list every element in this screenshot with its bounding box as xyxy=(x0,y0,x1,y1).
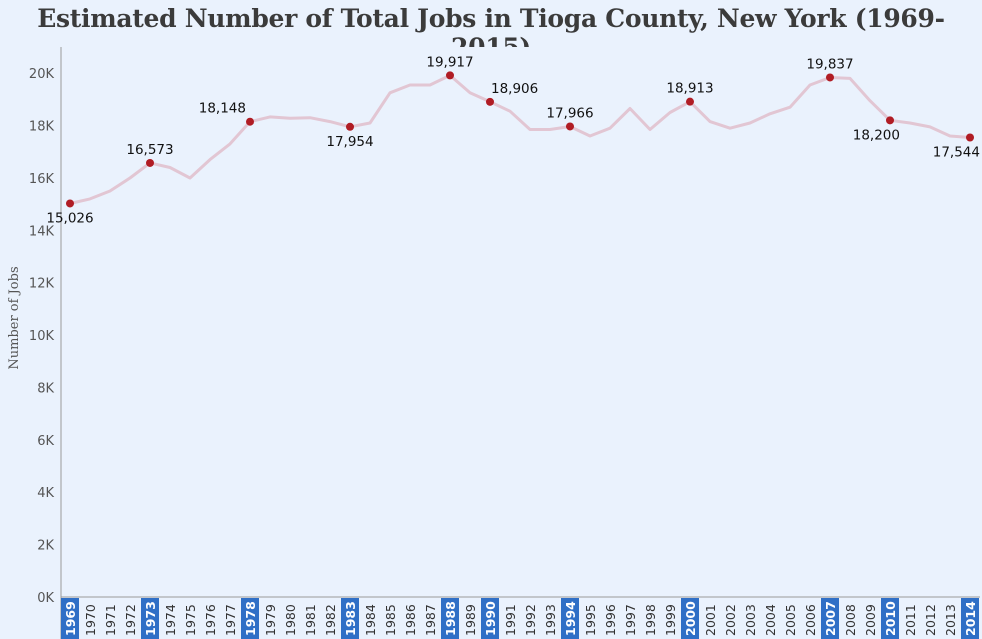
x-tick-label: 1975 xyxy=(183,604,198,636)
x-tick-label: 1992 xyxy=(523,604,538,636)
x-tick-highlight xyxy=(441,598,459,639)
y-tick-label: 6K xyxy=(37,434,54,449)
data-point-marker xyxy=(66,199,74,208)
x-tick-label: 1988 xyxy=(443,601,458,636)
y-tick-label: 0K xyxy=(37,591,54,606)
x-tick-label: 2006 xyxy=(803,604,818,636)
x-tick-label: 1989 xyxy=(463,604,478,636)
x-tick-label: 2007 xyxy=(823,601,838,636)
x-tick-label: 2012 xyxy=(923,604,938,636)
x-tick-label: 1982 xyxy=(323,604,338,636)
y-tick-label: 10K xyxy=(29,329,55,344)
x-tick-label: 1999 xyxy=(663,604,678,636)
y-tick-label: 8K xyxy=(37,381,54,396)
x-tick-label: 1976 xyxy=(203,604,218,636)
x-tick-label: 1993 xyxy=(543,604,558,636)
y-tick-label: 14K xyxy=(29,224,55,239)
x-tick-highlight xyxy=(481,598,499,639)
x-tick-label: 2010 xyxy=(883,601,898,636)
data-label: 18,913 xyxy=(666,81,713,97)
x-tick-label: 1984 xyxy=(363,604,378,636)
x-tick-label: 1996 xyxy=(603,604,618,636)
axes xyxy=(60,47,980,639)
y-tick-label: 4K xyxy=(37,486,54,501)
x-tick-label: 1970 xyxy=(83,604,98,636)
data-label: 17,954 xyxy=(326,134,373,150)
x-tick-label: 2003 xyxy=(743,604,758,636)
x-tick-label: 2013 xyxy=(943,604,958,636)
y-tick-label: 20K xyxy=(29,67,55,82)
x-tick-highlight xyxy=(681,598,699,639)
y-tick-label: 2K xyxy=(37,539,54,554)
x-tick-highlight xyxy=(61,598,79,639)
data-label: 18,200 xyxy=(853,127,900,143)
data-label: 18,906 xyxy=(491,81,538,97)
x-tick-label: 2000 xyxy=(683,601,698,636)
data-point-marker xyxy=(566,122,574,131)
x-tick-label: 1979 xyxy=(263,604,278,636)
x-tick-label: 1974 xyxy=(163,604,178,636)
x-tick-label: 1980 xyxy=(283,604,298,636)
x-tick-label: 2011 xyxy=(903,604,918,636)
x-tick-label: 1977 xyxy=(223,604,238,636)
data-point-marker xyxy=(146,158,154,167)
x-tick-highlight xyxy=(561,598,579,639)
x-tick-highlight xyxy=(881,598,899,639)
data-point-marker xyxy=(246,117,254,126)
x-tick-label: 1985 xyxy=(383,604,398,636)
x-tick-label: 1994 xyxy=(563,601,578,636)
x-tick-label: 1981 xyxy=(303,604,318,636)
x-tick-label: 2002 xyxy=(723,604,738,636)
x-tick-label: 1986 xyxy=(403,604,418,636)
x-tick-label: 2009 xyxy=(863,604,878,636)
x-tick-label: 1973 xyxy=(143,601,158,636)
data-label: 16,573 xyxy=(126,142,173,158)
y-tick-label: 18K xyxy=(29,120,55,135)
x-tick-label: 1978 xyxy=(243,601,258,636)
x-tick-label: 2014 xyxy=(963,601,978,636)
data-label: 17,966 xyxy=(546,105,593,121)
x-tick-label: 1997 xyxy=(623,604,638,636)
x-tick-label: 1998 xyxy=(643,604,658,636)
data-label: 17,544 xyxy=(933,145,980,161)
x-tick-label: 2005 xyxy=(783,604,798,636)
data-point-marker xyxy=(446,71,454,80)
data-label: 19,837 xyxy=(806,56,853,72)
x-tick-highlight xyxy=(961,598,979,639)
x-tick-label: 1969 xyxy=(63,601,78,636)
y-tick-label: 16K xyxy=(29,172,55,187)
data-point-marker xyxy=(686,97,694,106)
x-tick-label: 1987 xyxy=(423,604,438,636)
x-tick-label: 2004 xyxy=(763,604,778,636)
x-tick-label: 1995 xyxy=(583,604,598,636)
data-point-marker xyxy=(346,122,354,131)
x-tick-label: 1990 xyxy=(483,601,498,636)
x-tick-label: 1971 xyxy=(103,604,118,636)
data-point-marker xyxy=(486,97,494,106)
x-tick-highlight xyxy=(341,598,359,639)
x-tick-label: 1983 xyxy=(343,601,358,636)
data-label: 18,148 xyxy=(199,101,246,117)
series-line xyxy=(69,73,971,205)
x-tick-label: 2001 xyxy=(703,604,718,636)
x-tick-label: 2008 xyxy=(843,604,858,636)
data-point-marker xyxy=(966,133,974,142)
x-tick-highlight xyxy=(821,598,839,639)
y-axis-tick-labels: 0K 2K 4K 6K 8K 10K 12K 14K 16K 18K 20K xyxy=(29,67,55,606)
data-markers xyxy=(66,71,974,208)
x-tick-highlight xyxy=(241,598,259,639)
y-axis-label: Number of Jobs xyxy=(7,266,22,369)
y-tick-label: 12K xyxy=(29,277,55,292)
x-tick-highlight xyxy=(141,598,159,639)
x-tick-label: 1991 xyxy=(503,604,518,636)
plot-area xyxy=(61,47,980,597)
x-tick-label: 1972 xyxy=(123,604,138,636)
data-label: 19,917 xyxy=(426,54,473,70)
data-labels: 15,026 16,573 18,148 17,954 19,917 18,906 17,9… xyxy=(46,54,980,226)
data-label: 15,026 xyxy=(46,210,93,226)
x-axis-tick-labels: 1969 1970 1971 1972 1973 1974 1975 1976 1977 1978… xyxy=(61,598,979,639)
data-point-marker xyxy=(826,73,834,82)
data-point-marker xyxy=(886,116,894,125)
